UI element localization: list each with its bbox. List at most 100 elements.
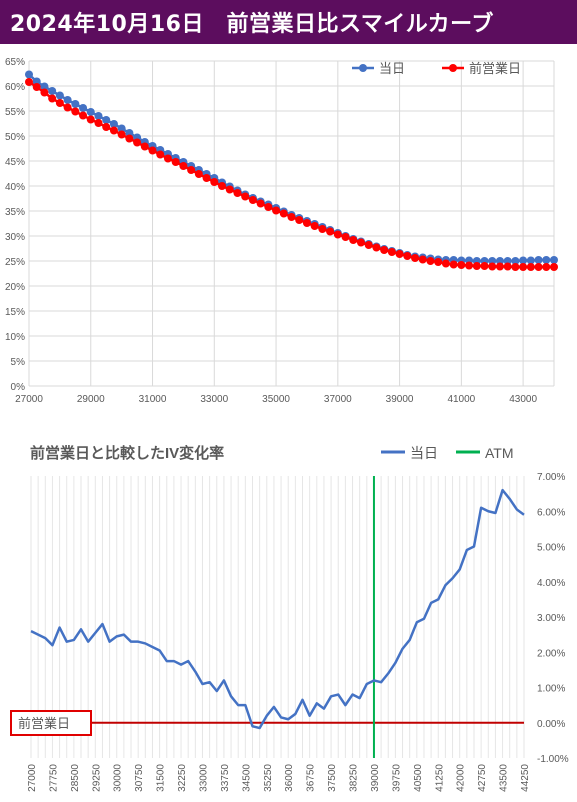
y-tick-label: 40% [5,182,25,193]
data-point-0 [526,256,535,265]
data-point-1 [94,119,103,127]
data-point-0 [79,104,88,112]
data-point-1 [356,238,365,247]
x-tick-label: 33750 [220,764,231,792]
y-tick-label: 1.00% [537,684,565,695]
x-tick-label: 34500 [241,764,252,792]
x-tick-label: 37000 [324,394,352,405]
x-tick-label: 35250 [263,764,274,792]
data-point-1 [310,222,319,230]
data-point-1 [194,170,203,178]
data-point-1 [302,219,311,227]
data-point-1 [333,230,342,239]
data-point-1 [233,189,242,197]
x-tick-label: 41000 [447,394,475,405]
chart-title: 前営業日と比較したIV変化率 [30,444,224,462]
data-point-1 [411,254,420,262]
data-point-1 [287,213,296,221]
data-point-0 [519,256,528,265]
data-point-1 [387,248,396,256]
data-point-1 [156,150,165,159]
data-point-1 [480,262,489,270]
data-point-1 [71,107,80,116]
data-point-0 [109,120,118,128]
iv-change-chart: -1.00% 0.00% 1.00% 2.00% 3.00% 4.00% 5.00% 6.00… [10,444,569,792]
y-tick-label: 45% [5,157,25,168]
data-point-1 [418,255,427,264]
data-point-0 [542,256,551,264]
data-point-1 [86,115,95,124]
data-point-1 [279,209,288,218]
data-point-1 [403,252,412,260]
x-tick-label: 29000 [77,394,105,405]
legend-label: ATM [485,445,514,461]
y-tick-label: -1.00% [537,754,569,765]
data-point-0 [94,112,103,120]
x-tick-label: 42000 [456,764,467,792]
data-point-1 [241,192,250,201]
data-point-1 [148,146,157,155]
x-tick-label: 42750 [477,764,488,792]
x-tick-label: 33000 [200,394,228,405]
x-tick-label: 43000 [509,394,537,405]
x-tick-label: 44250 [520,764,531,792]
data-point-1 [488,262,497,271]
y-tick-label: 5.00% [537,543,565,554]
x-tick-label: 31000 [139,394,167,405]
data-point-1 [79,111,88,120]
x-tick-label: 40500 [413,764,424,792]
data-point-0 [488,257,497,265]
data-point-1 [140,142,149,151]
data-point-1 [318,225,327,233]
data-point-1 [441,259,450,268]
x-tick-label: 37500 [327,764,338,792]
data-point-1 [526,263,535,271]
y-tick-label: 2.00% [537,648,565,659]
data-point-0 [102,116,111,124]
y-tick-label: 20% [5,282,25,293]
x-tick-label: 36750 [306,764,317,792]
data-point-1 [125,134,134,143]
y-tick-label: 30% [5,232,25,243]
y-tick-label: 50% [5,132,25,143]
data-point-1 [426,257,435,265]
data-point-0 [534,256,543,264]
data-point-1 [272,206,281,215]
data-point-1 [256,199,265,208]
data-point-0 [25,70,33,79]
x-tick-label: 33000 [198,764,209,792]
data-point-1 [210,178,219,186]
data-point-0 [550,256,558,264]
y-tick-label: 10% [5,332,25,343]
y-tick-label: 0% [11,382,26,393]
x-tick-label: 30750 [134,764,145,792]
legend-marker [449,64,457,72]
data-point-1 [465,261,474,270]
data-point-0 [55,91,64,100]
legend-label: 前営業日 [469,61,521,76]
data-point-0 [48,87,57,95]
data-point-1 [133,138,142,147]
x-tick-label: 38250 [349,764,360,792]
data-point-1 [63,103,72,112]
y-tick-label: 15% [5,307,25,318]
data-point-1 [457,261,466,269]
x-tick-label: 39000 [386,394,414,405]
series-line-0 [28,73,554,263]
data-point-1 [225,185,234,194]
data-point-1 [179,162,188,170]
x-tick-label: 30000 [113,764,124,792]
data-point-0 [40,82,49,91]
data-point-1 [380,246,389,254]
y-tick-label: 7.00% [537,472,565,483]
x-tick-label: 28500 [70,764,81,792]
series-line-1 [28,80,554,269]
data-point-1 [503,262,512,271]
data-point-1 [326,227,335,236]
y-tick-label: 4.00% [537,578,565,589]
data-point-1 [349,236,358,244]
data-point-0 [511,257,520,265]
legend-label: 当日 [410,445,438,461]
data-point-1 [202,174,211,182]
data-point-1 [264,203,273,211]
